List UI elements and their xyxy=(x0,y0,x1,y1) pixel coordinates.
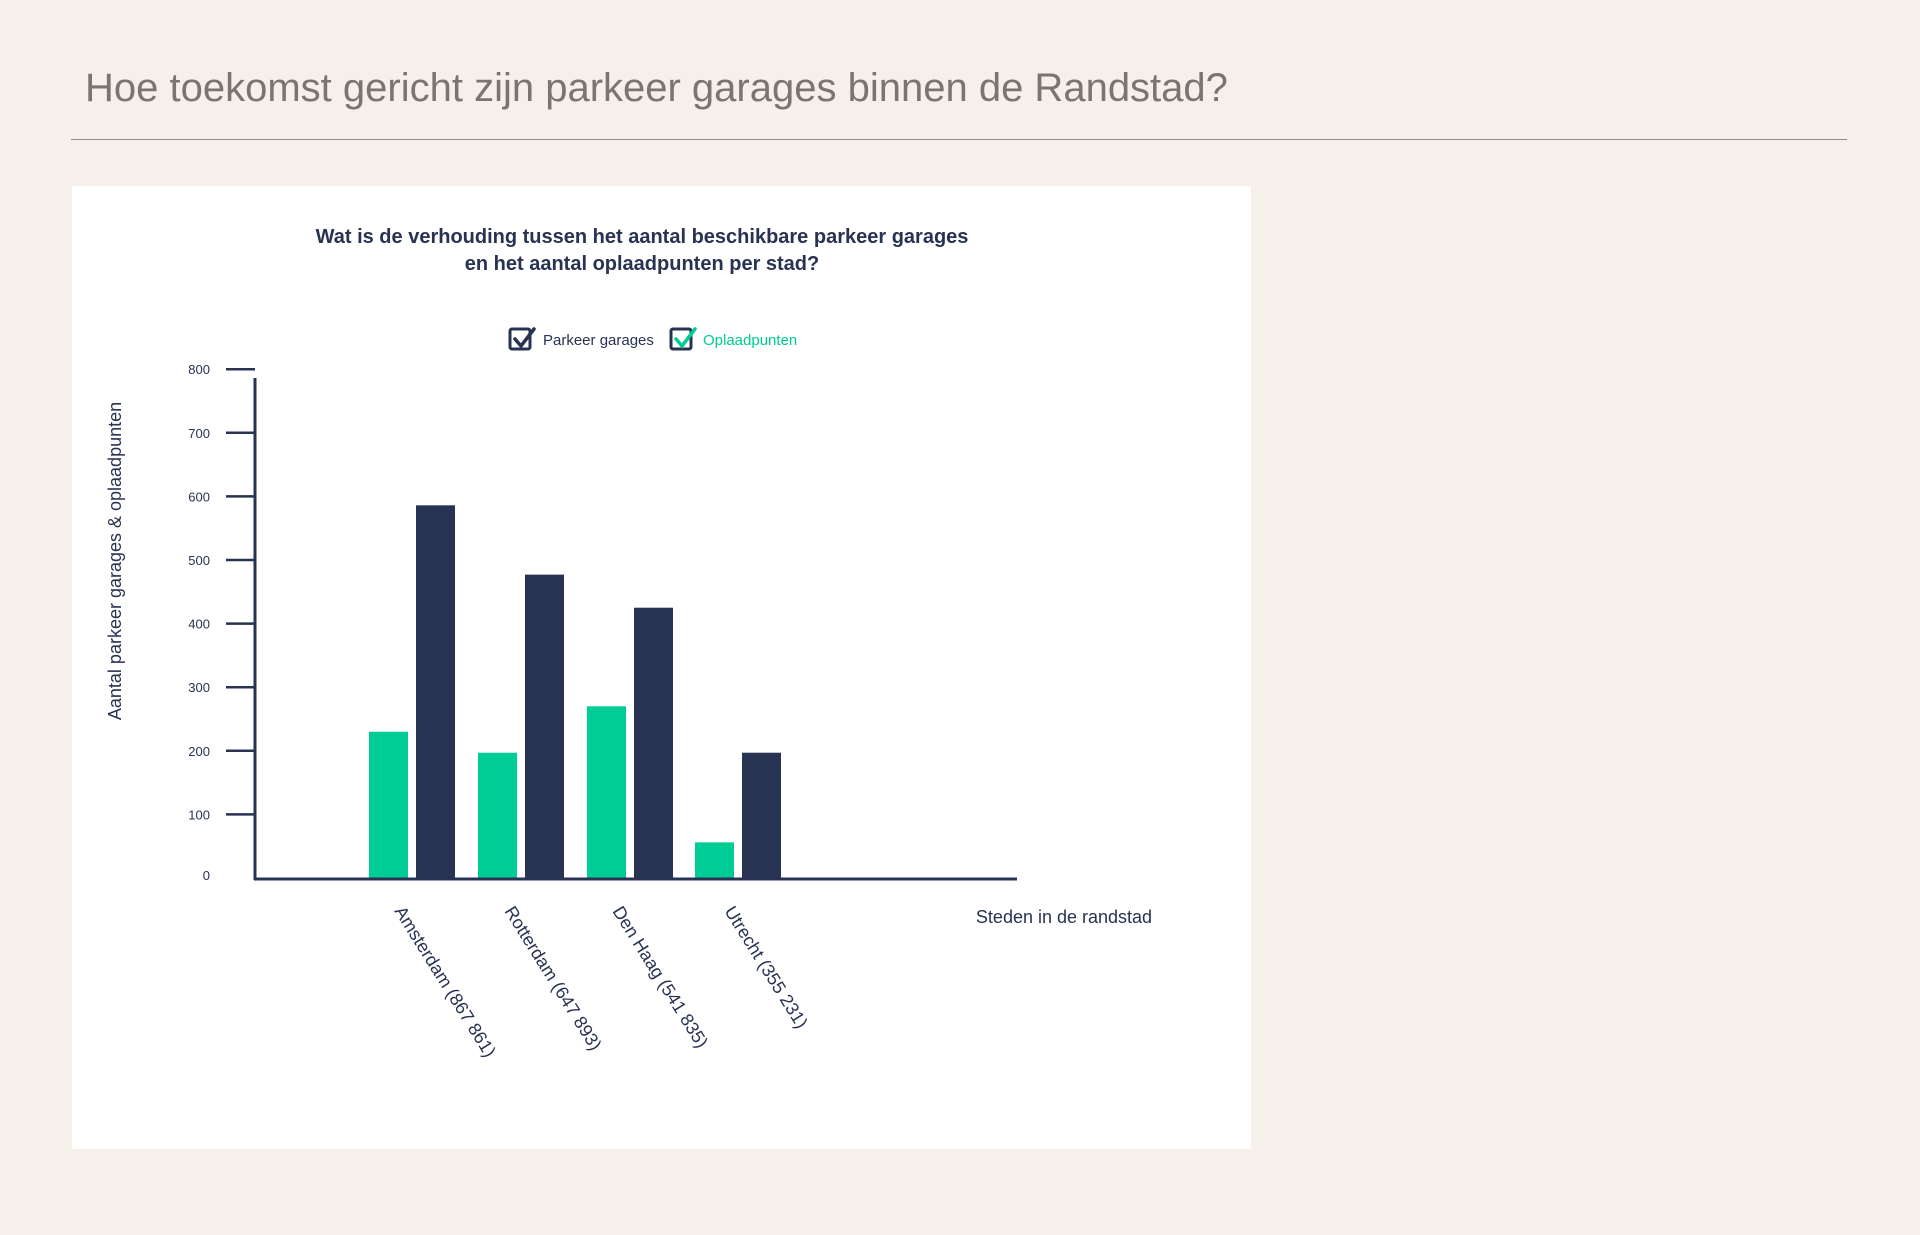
checkmark-icon xyxy=(513,327,536,349)
checkbox-icon[interactable] xyxy=(508,327,532,351)
bars xyxy=(369,505,781,878)
y-tick-label: 700 xyxy=(188,426,210,441)
y-tick-label: 800 xyxy=(188,362,210,377)
legend: Parkeer garages Oplaadpunten xyxy=(508,327,797,351)
chart-subtitle: en het aantal oplaadpunten per stad? xyxy=(465,253,820,275)
bar-parkeer-garages[interactable] xyxy=(416,505,455,878)
legend-item-oplaadpunten[interactable]: Oplaadpunten xyxy=(669,327,797,351)
checkbox-icon[interactable] xyxy=(669,327,693,351)
y-tick-label: 300 xyxy=(188,680,210,695)
bar-chart: Wat is de verhouding tussen het aantal b… xyxy=(105,226,1152,1061)
y-tick-label: 100 xyxy=(188,807,210,822)
y-tick-label: 500 xyxy=(188,553,210,568)
chart-card: Wat is de verhouding tussen het aantal b… xyxy=(72,186,1251,1149)
page-title: Hoe toekomst gericht zijn parkeer garage… xyxy=(85,66,1228,110)
x-axis-label: Steden in de randstad xyxy=(976,907,1152,927)
y-tick-label: 400 xyxy=(188,617,210,632)
chart-title: Wat is de verhouding tussen het aantal b… xyxy=(316,226,969,248)
x-axis-tick-labels: Amsterdam (867 861) Rotterdam (647 893) De… xyxy=(391,903,812,1061)
legend-label-parkeer-garages: Parkeer garages xyxy=(543,332,654,349)
x-tick-label: Rotterdam (647 893) xyxy=(501,903,606,1054)
x-tick-label: Amsterdam (867 861) xyxy=(391,903,500,1061)
y-tick-label: 200 xyxy=(188,744,210,759)
y-tick-label: 600 xyxy=(188,489,210,504)
bar-oplaadpunten[interactable] xyxy=(369,731,408,878)
checkmark-icon xyxy=(674,327,697,349)
x-tick-label: Den Haag (541 835) xyxy=(609,903,712,1052)
title-divider xyxy=(71,139,1847,140)
x-tick-label: Utrecht (355 231) xyxy=(721,903,812,1032)
bar-parkeer-garages[interactable] xyxy=(634,607,673,878)
legend-label-oplaadpunten: Oplaadpunten xyxy=(703,332,797,349)
bar-oplaadpunten[interactable] xyxy=(587,706,626,878)
legend-item-parkeer-garages[interactable]: Parkeer garages xyxy=(508,327,654,351)
y-axis-ticks: 0 100 200 300 400 500 600 700 800 xyxy=(188,362,255,883)
bar-oplaadpunten[interactable] xyxy=(478,752,517,878)
bar-oplaadpunten[interactable] xyxy=(695,842,734,878)
y-axis-label: Aantal parkeer garages & oplaadpunten xyxy=(105,402,125,720)
bar-parkeer-garages[interactable] xyxy=(742,752,781,878)
y-tick-label: 0 xyxy=(203,868,210,883)
bar-parkeer-garages[interactable] xyxy=(525,574,564,878)
